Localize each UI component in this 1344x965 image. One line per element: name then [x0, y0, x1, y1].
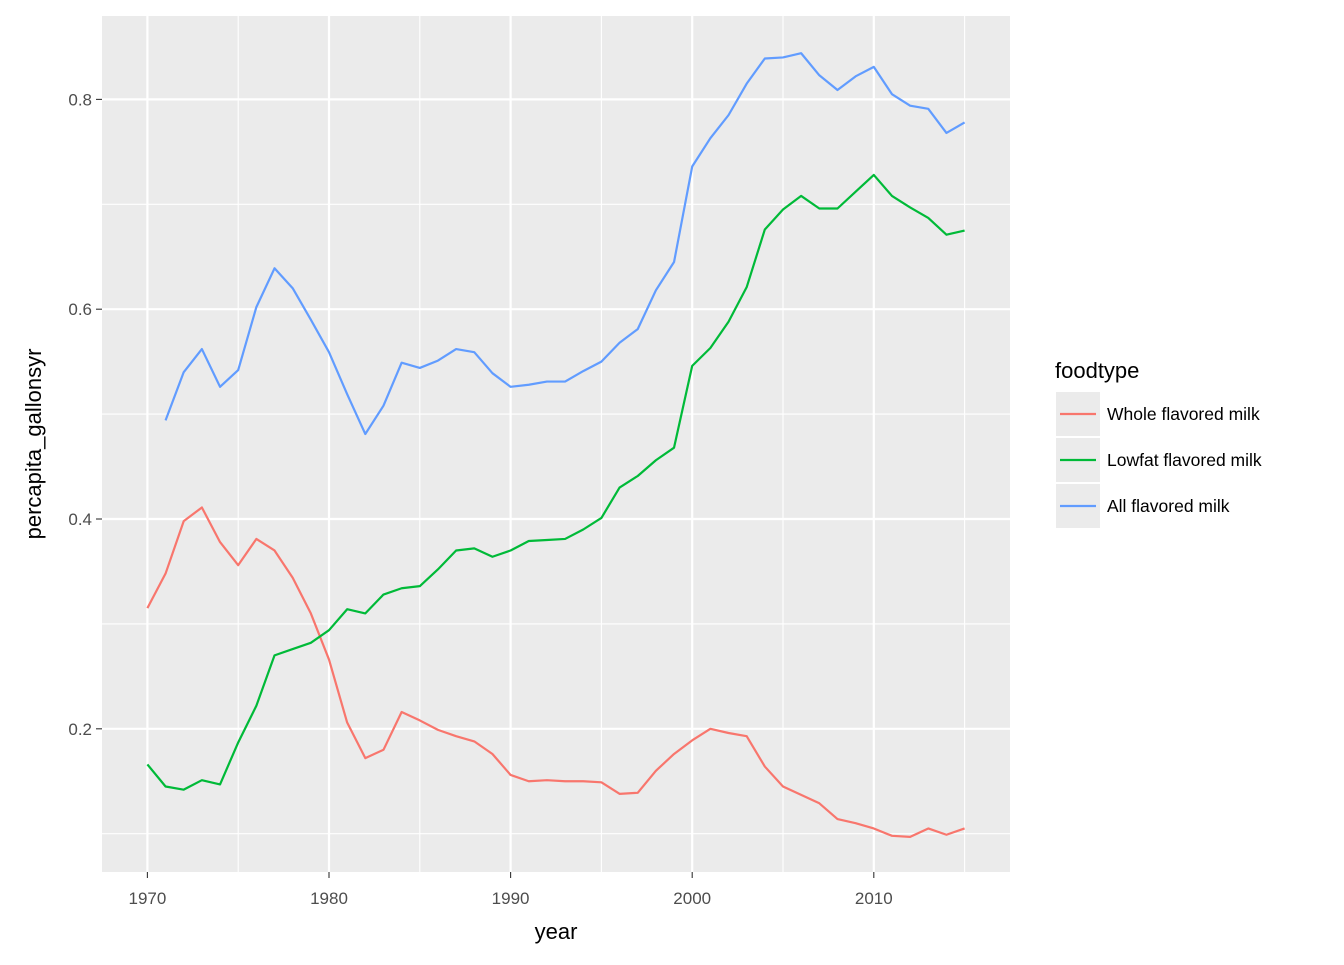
legend-label: Whole flavored milk	[1107, 404, 1260, 424]
x-tick-label: 2000	[673, 889, 711, 908]
series-line-0	[146, 506, 965, 838]
y-axis-title: percapita_gallonsyr	[21, 349, 46, 540]
x-tick-label: 1970	[128, 889, 166, 908]
series-lines	[146, 52, 966, 838]
y-axis: 0.2 0.4 0.6 0.8	[68, 90, 102, 739]
legend-label: All flavored milk	[1107, 496, 1230, 516]
legend-item: Lowfat flavored milk	[1056, 438, 1262, 482]
legend-item: Whole flavored milk	[1056, 392, 1260, 436]
x-tick-label: 1980	[310, 889, 348, 908]
y-tick-label: 0.2	[68, 720, 92, 739]
legend-item: All flavored milk	[1056, 484, 1230, 528]
series-line-2	[164, 52, 966, 436]
x-axis: 1970 1980 1990 2000 2010	[128, 872, 893, 908]
x-tick-label: 2010	[855, 889, 893, 908]
legend: foodtype Whole flavored milk Lowfat flavo…	[1055, 358, 1262, 528]
x-axis-title: year	[535, 919, 578, 944]
y-tick-label: 0.4	[68, 510, 92, 529]
y-tick-label: 0.8	[68, 90, 92, 109]
legend-title: foodtype	[1055, 358, 1139, 383]
x-tick-label: 1990	[492, 889, 530, 908]
series-line-1	[146, 173, 965, 791]
y-tick-label: 0.6	[68, 300, 92, 319]
legend-items: Whole flavored milk Lowfat flavored milk A…	[1056, 392, 1262, 528]
legend-label: Lowfat flavored milk	[1107, 450, 1262, 470]
major-gridlines	[102, 16, 1010, 872]
minor-gridlines	[102, 16, 1010, 872]
